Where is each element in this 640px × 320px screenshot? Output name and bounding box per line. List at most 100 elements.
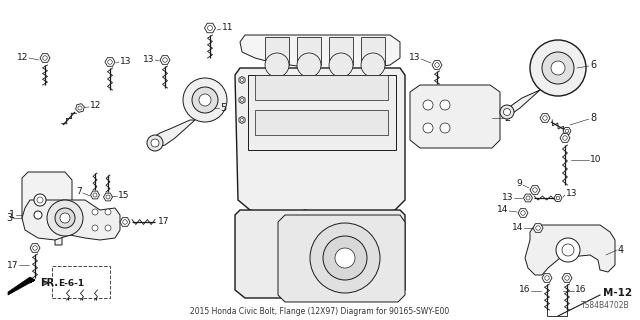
- Text: 12: 12: [17, 53, 28, 62]
- Text: 4: 4: [618, 245, 624, 255]
- Polygon shape: [530, 186, 540, 194]
- Circle shape: [545, 276, 549, 280]
- Polygon shape: [240, 35, 400, 70]
- Polygon shape: [160, 56, 170, 64]
- Text: 14: 14: [497, 205, 508, 214]
- Circle shape: [55, 208, 75, 228]
- Text: 16: 16: [575, 285, 586, 294]
- Text: M-12: M-12: [603, 288, 632, 298]
- Circle shape: [551, 61, 565, 75]
- Circle shape: [565, 129, 569, 133]
- Text: 7: 7: [76, 188, 82, 196]
- Polygon shape: [278, 215, 405, 302]
- Circle shape: [151, 139, 159, 147]
- Polygon shape: [410, 85, 500, 148]
- Text: 5: 5: [220, 103, 227, 113]
- Bar: [297, 37, 321, 65]
- Text: FR.: FR.: [40, 278, 58, 288]
- Text: 13: 13: [408, 53, 420, 62]
- Polygon shape: [554, 195, 562, 202]
- Polygon shape: [524, 194, 532, 202]
- Polygon shape: [22, 200, 120, 240]
- Circle shape: [147, 135, 163, 151]
- Text: 17: 17: [6, 260, 18, 269]
- Circle shape: [556, 196, 560, 200]
- Circle shape: [47, 200, 83, 236]
- Polygon shape: [563, 128, 571, 134]
- Bar: [255, 110, 388, 135]
- Polygon shape: [8, 277, 35, 295]
- Bar: [255, 75, 388, 100]
- Bar: [361, 37, 385, 65]
- Circle shape: [562, 244, 574, 256]
- Polygon shape: [22, 172, 72, 245]
- Bar: [265, 37, 289, 65]
- Circle shape: [92, 209, 98, 215]
- Circle shape: [265, 53, 289, 77]
- Circle shape: [207, 26, 212, 30]
- Circle shape: [297, 53, 321, 77]
- Polygon shape: [239, 116, 245, 124]
- Circle shape: [241, 118, 244, 122]
- Polygon shape: [90, 191, 99, 199]
- Circle shape: [43, 56, 47, 60]
- Polygon shape: [518, 209, 528, 217]
- Text: 2: 2: [504, 113, 510, 123]
- Text: 3: 3: [6, 213, 12, 223]
- Circle shape: [563, 136, 567, 140]
- Text: 10: 10: [590, 156, 602, 164]
- Circle shape: [542, 52, 574, 84]
- Circle shape: [33, 246, 37, 250]
- Circle shape: [123, 220, 127, 224]
- Text: E-6-1: E-6-1: [58, 278, 84, 287]
- Circle shape: [526, 196, 530, 200]
- Bar: [248, 75, 396, 150]
- Circle shape: [78, 106, 82, 110]
- Text: TS84B4702B: TS84B4702B: [581, 300, 630, 309]
- Polygon shape: [533, 224, 543, 232]
- Polygon shape: [562, 274, 572, 282]
- Polygon shape: [150, 120, 195, 148]
- Text: 13: 13: [566, 189, 577, 198]
- Text: 15: 15: [118, 190, 129, 199]
- Circle shape: [440, 100, 450, 110]
- Text: 13: 13: [143, 55, 154, 65]
- Polygon shape: [239, 97, 245, 103]
- Circle shape: [93, 193, 97, 197]
- Polygon shape: [239, 76, 245, 84]
- Circle shape: [34, 194, 46, 206]
- Circle shape: [105, 225, 111, 231]
- Circle shape: [310, 223, 380, 293]
- Text: 13: 13: [120, 58, 131, 67]
- Text: 11: 11: [222, 23, 234, 33]
- Polygon shape: [30, 244, 40, 252]
- Polygon shape: [560, 134, 570, 142]
- Circle shape: [34, 211, 42, 219]
- Text: 13: 13: [502, 194, 513, 203]
- Text: 9: 9: [516, 180, 522, 188]
- Polygon shape: [40, 54, 50, 62]
- Circle shape: [423, 100, 433, 110]
- Circle shape: [183, 78, 227, 122]
- Circle shape: [521, 211, 525, 215]
- Circle shape: [323, 236, 367, 280]
- Circle shape: [241, 99, 244, 101]
- Circle shape: [192, 87, 218, 113]
- Polygon shape: [105, 58, 115, 66]
- Circle shape: [564, 276, 569, 280]
- Polygon shape: [505, 90, 540, 115]
- Circle shape: [335, 248, 355, 268]
- Polygon shape: [120, 218, 130, 226]
- Circle shape: [108, 60, 112, 64]
- Polygon shape: [235, 210, 405, 298]
- Circle shape: [37, 197, 43, 203]
- Text: 2015 Honda Civic Bolt, Flange (12X97) Diagram for 90165-SWY-E00: 2015 Honda Civic Bolt, Flange (12X97) Di…: [190, 307, 450, 316]
- Polygon shape: [76, 104, 84, 112]
- Circle shape: [329, 53, 353, 77]
- Circle shape: [556, 238, 580, 262]
- Text: 6: 6: [590, 60, 596, 70]
- Polygon shape: [104, 193, 113, 201]
- Polygon shape: [542, 274, 552, 282]
- Circle shape: [530, 40, 586, 96]
- Polygon shape: [540, 114, 550, 122]
